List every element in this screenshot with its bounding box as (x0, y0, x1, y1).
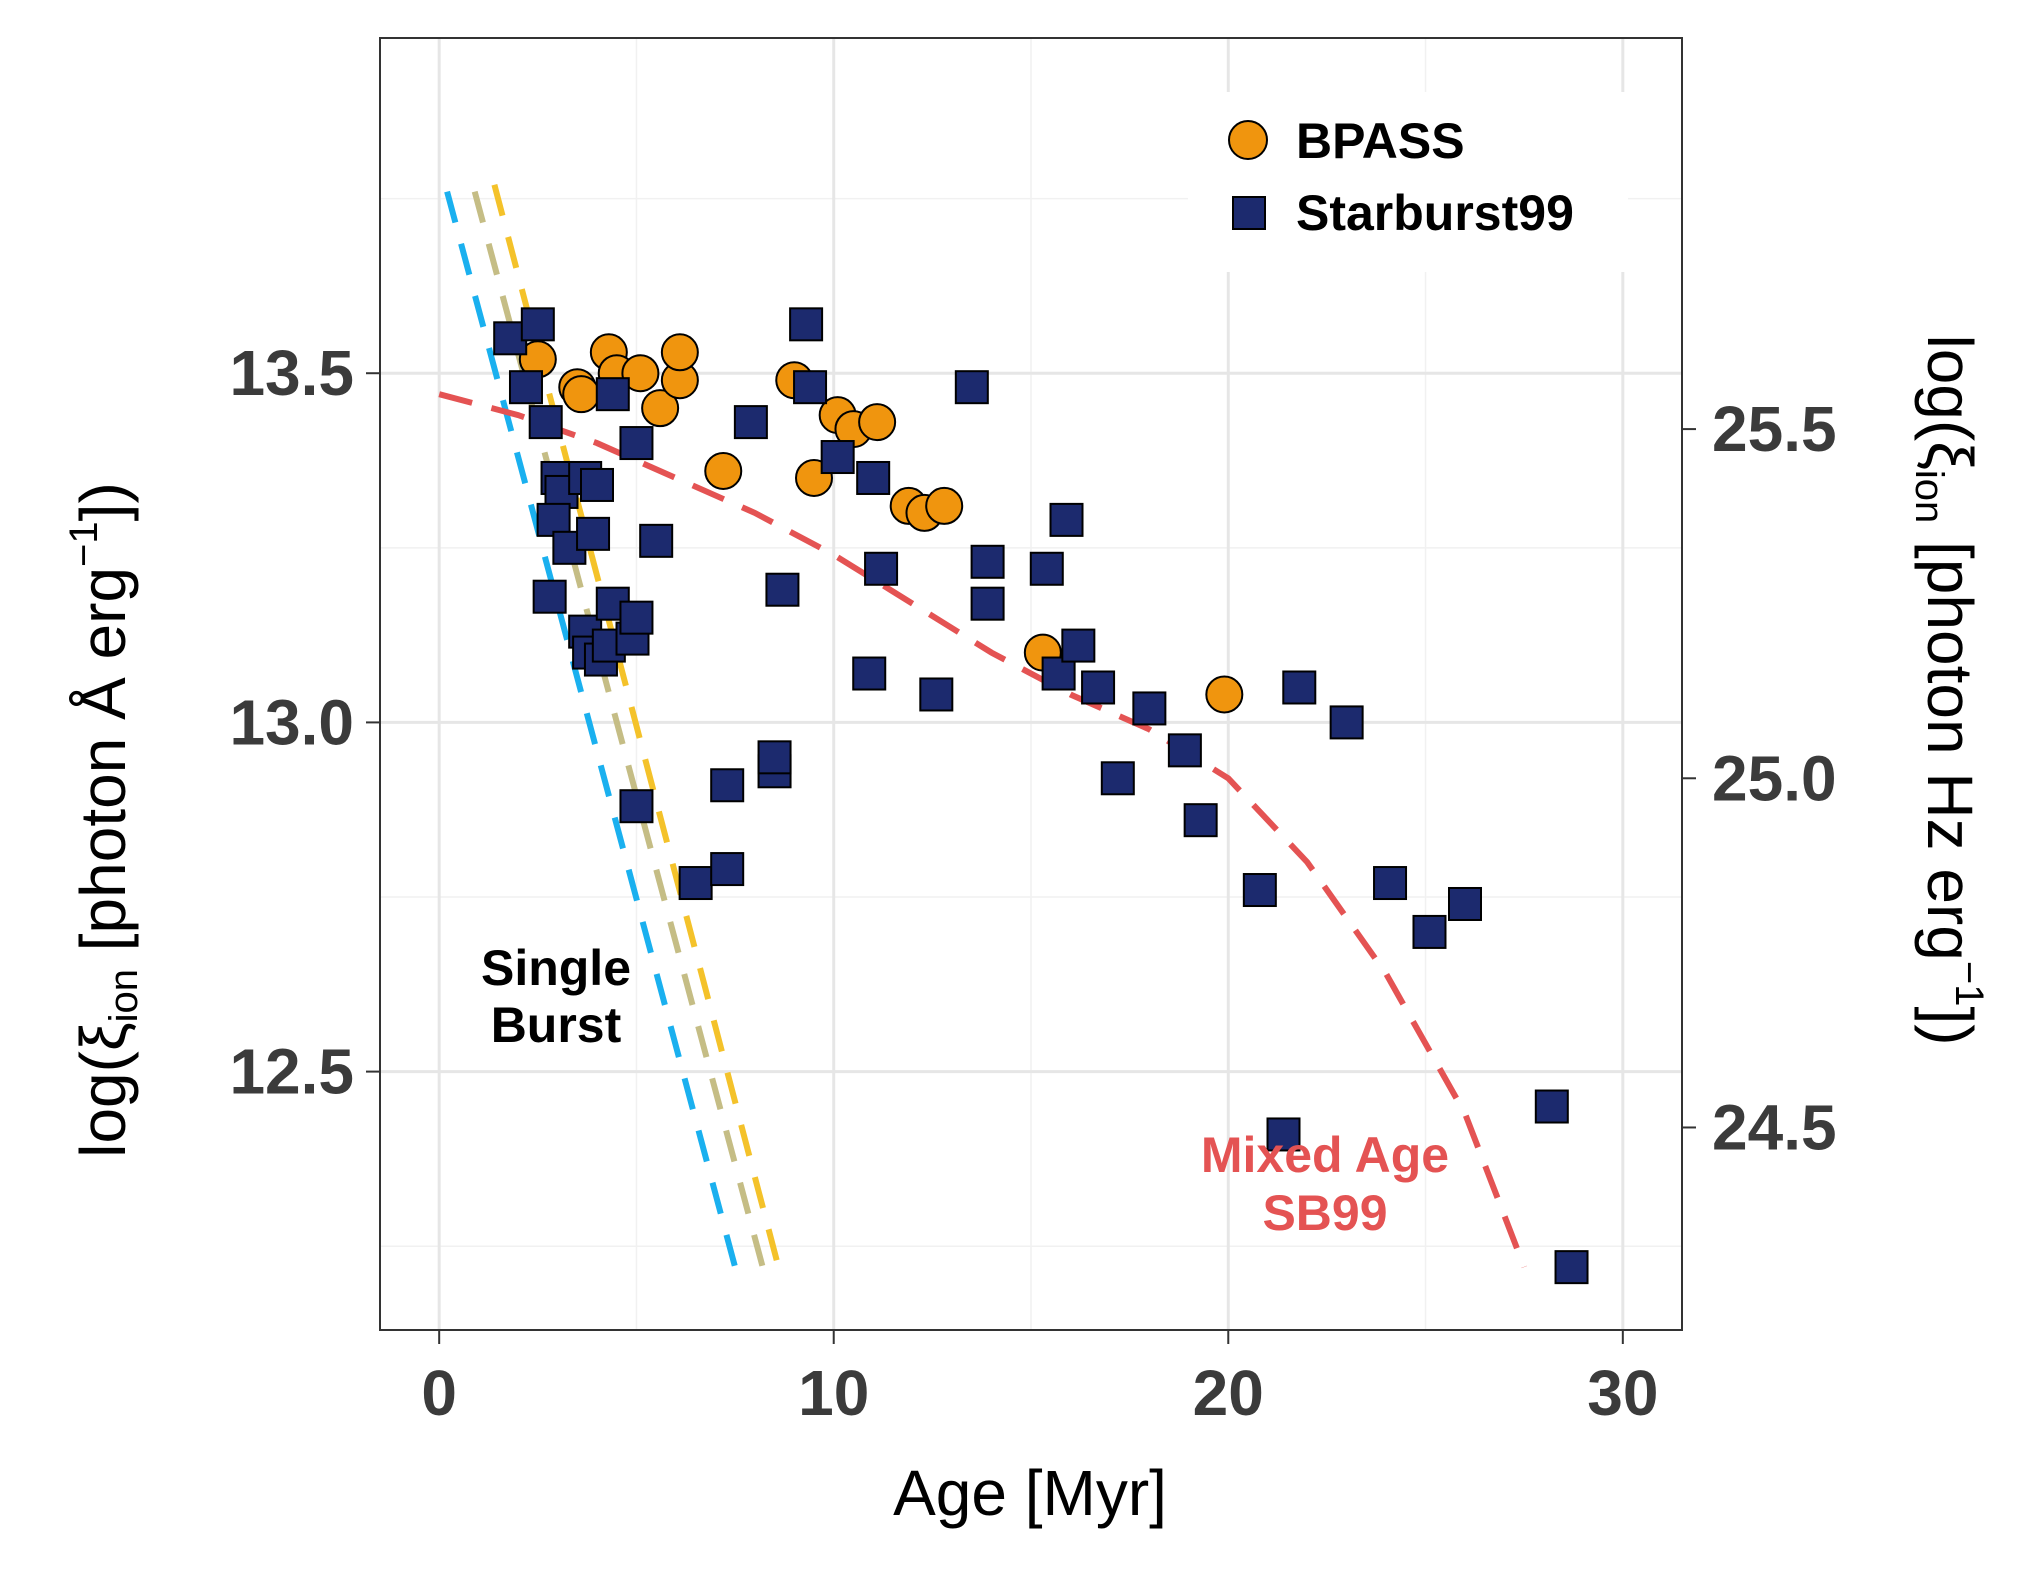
point-starburst99 (789, 307, 824, 342)
point-starburst99 (1554, 1250, 1589, 1285)
y2-tick-label: 25.5 (1712, 393, 1837, 465)
y2-tick-label: 25.0 (1712, 742, 1837, 814)
point-starburst99 (1448, 886, 1482, 921)
y-tick-label: 13.0 (229, 686, 354, 758)
x-tick-label: 30 (1587, 1357, 1658, 1429)
point-starburst99 (1100, 761, 1135, 796)
y-axis-label: log(ξion [photon Å erg−1]) (62, 482, 146, 1158)
point-bpass (1205, 675, 1244, 714)
annotation-single-burst-line2: Burst (491, 997, 622, 1053)
point-starburst99 (619, 426, 654, 461)
point-starburst99 (532, 579, 567, 614)
point-starburst99 (852, 656, 887, 691)
point-bpass (621, 354, 660, 393)
annotation-single-burst-line1: Single (481, 940, 631, 996)
point-starburst99 (1081, 670, 1116, 705)
point-bpass (641, 389, 680, 428)
point-starburst99 (864, 551, 899, 586)
point-starburst99 (710, 768, 745, 803)
point-starburst99 (919, 677, 954, 712)
x-tick-label: 0 (421, 1357, 457, 1429)
point-starburst99 (580, 467, 614, 502)
x-axis: 0 10 20 30 (421, 1330, 1658, 1429)
point-starburst99 (1041, 656, 1076, 691)
point-starburst99 (793, 370, 828, 405)
x-tick-label: 20 (1193, 1357, 1264, 1429)
legend-label-bpass: BPASS (1296, 113, 1465, 169)
point-starburst99 (733, 405, 768, 440)
legend-label-starburst99: Starburst99 (1296, 185, 1574, 241)
point-bpass (704, 451, 743, 490)
point-starburst99 (954, 370, 989, 405)
annotation-mixed-age-line2: SB99 (1262, 1185, 1387, 1241)
point-bpass (858, 403, 897, 442)
point-starburst99 (1412, 914, 1447, 949)
point-starburst99 (619, 600, 654, 635)
point-starburst99 (528, 405, 563, 440)
point-starburst99 (1329, 705, 1364, 740)
point-starburst99 (1266, 1117, 1301, 1152)
point-starburst99 (856, 460, 891, 495)
point-starburst99 (820, 440, 855, 475)
point-starburst99 (1061, 628, 1096, 663)
point-starburst99 (970, 586, 1005, 621)
point-starburst99 (757, 740, 792, 775)
point-starburst99 (619, 789, 654, 824)
point-starburst99 (1242, 873, 1277, 908)
annotation-mixed-age-line1: Mixed Age (1201, 1127, 1449, 1183)
point-starburst99 (1132, 691, 1167, 726)
x-axis-label: Age [Myr] (893, 1457, 1167, 1529)
point-starburst99 (1049, 502, 1084, 537)
point-starburst99 (765, 572, 800, 607)
legend-marker-bpass (1228, 120, 1268, 160)
y-axis-right: 24.5 25.0 25.5 (1682, 393, 1837, 1163)
point-starburst99 (1534, 1089, 1569, 1124)
point-starburst99 (508, 370, 543, 405)
y-tick-label: 12.5 (229, 1036, 354, 1108)
point-starburst99 (1282, 670, 1317, 705)
points (493, 307, 1589, 1285)
point-starburst99 (1373, 866, 1408, 901)
y2-axis-label: log(ξion [photon Hz erg−1]) (1907, 334, 1991, 1045)
point-starburst99 (1029, 551, 1064, 586)
panel-border (379, 37, 1683, 1331)
point-starburst99 (639, 523, 674, 558)
point-starburst99 (520, 307, 555, 342)
y-tick-label: 13.5 (229, 337, 354, 409)
x-tick-label: 10 (798, 1357, 869, 1429)
point-bpass (562, 375, 601, 414)
point-starburst99 (1183, 803, 1218, 838)
curve-single-burst-blue (444, 190, 738, 1268)
point-starburst99 (678, 866, 713, 901)
point-starburst99 (970, 544, 1005, 579)
point-bpass (660, 333, 699, 372)
legend-marker-starburst99 (1232, 196, 1266, 230)
point-starburst99 (710, 852, 745, 887)
point-starburst99 (576, 516, 611, 551)
point-starburst99 (1167, 733, 1202, 768)
legend: BPASS Starburst99 (1188, 92, 1628, 272)
y2-tick-label: 24.5 (1712, 1091, 1837, 1163)
point-bpass (925, 486, 964, 525)
point-starburst99 (595, 377, 630, 412)
y-axis-left: 12.5 13.0 13.5 (229, 337, 380, 1108)
